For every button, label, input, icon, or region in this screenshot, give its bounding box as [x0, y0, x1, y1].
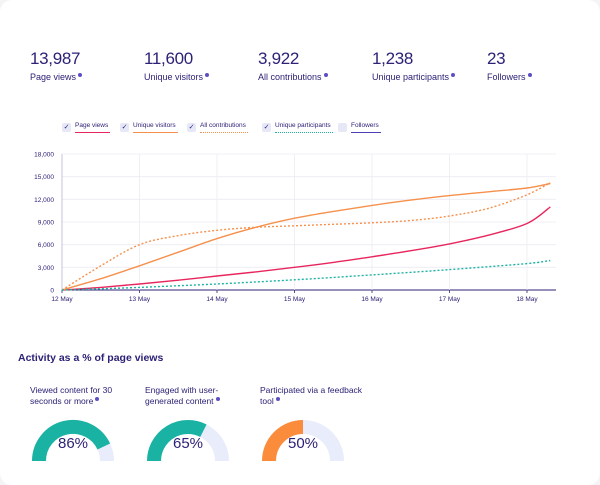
legend-label: All contributions	[200, 122, 246, 129]
gauge-fill	[31, 419, 111, 462]
series-line-unique-visitors	[61, 182, 551, 291]
gauge-percent: 86%	[57, 435, 89, 452]
checkbox[interactable]: ✓	[262, 123, 271, 132]
stat-followers: 23 Followers	[487, 50, 532, 82]
gauge-arc	[31, 419, 114, 462]
stat-value: 1,238	[372, 49, 414, 68]
stat-value: 3,922	[258, 49, 300, 68]
gauge-label: Viewed content for 30 seconds or more	[30, 385, 113, 406]
y-tick-label: 0	[50, 288, 54, 295]
gauge-viewed-content: Viewed content for 30 seconds or more 86…	[30, 385, 140, 462]
gauge-label: Engaged with user-generated content	[145, 385, 219, 406]
info-icon[interactable]	[275, 397, 280, 401]
legend-swatch	[75, 132, 111, 133]
gauge-fill	[262, 420, 304, 462]
legend-label: Followers	[351, 122, 379, 129]
info-icon[interactable]	[451, 73, 456, 77]
gauge-fill	[147, 420, 207, 462]
y-tick-label: 18,000	[34, 152, 54, 159]
stat-value: 23	[487, 49, 506, 68]
y-tick-label: 6,000	[38, 242, 55, 249]
info-icon[interactable]	[78, 73, 83, 77]
gauge-feedback-tool: Participated via a feedback tool 50%	[260, 385, 370, 462]
gauge-percent: 65%	[172, 435, 204, 452]
x-tick-label: 18 May	[516, 296, 538, 303]
legend-label: Unique visitors	[133, 122, 176, 129]
series-line-all-contributions	[61, 182, 551, 291]
stat-value: 13,987	[30, 49, 81, 68]
x-tick-label: 14 May	[206, 296, 228, 303]
checkbox[interactable]	[338, 123, 347, 132]
y-tick-label: 15,000	[34, 174, 54, 181]
gauge-arc	[147, 420, 229, 462]
gauge-arc	[262, 420, 344, 462]
gauge-engaged-ugc: Engaged with user-generated content 65%	[145, 385, 255, 462]
section-title: Activity as a % of page views	[18, 352, 164, 364]
x-tick-label: 13 May	[129, 296, 151, 303]
y-tick-label: 12,000	[34, 197, 54, 204]
y-tick-label: 3,000	[38, 265, 55, 272]
stat-label: Unique visitors	[144, 72, 204, 82]
stat-value: 11,600	[144, 49, 193, 68]
x-tick-label: 17 May	[439, 296, 461, 303]
x-tick-label: 16 May	[361, 296, 383, 303]
line-chart: 0 3,000 6,000 9,000 12,000 15,000 18,000 12 May…	[34, 152, 556, 303]
info-icon[interactable]	[95, 397, 100, 401]
legend-swatch	[200, 132, 248, 133]
series-line-unique-participants	[61, 259, 551, 291]
legend-swatch	[351, 132, 381, 133]
stat-label: All contributions	[258, 72, 322, 82]
checkbox[interactable]: ✓	[120, 123, 129, 132]
info-icon[interactable]	[323, 73, 328, 77]
stat-unique-participants: 1,238 Unique participants	[372, 49, 456, 82]
info-icon[interactable]	[205, 73, 210, 77]
gauge-percent: 50%	[287, 435, 319, 452]
info-icon[interactable]	[215, 397, 220, 401]
y-tick-label: 9,000	[38, 220, 55, 227]
legend-swatch	[275, 132, 333, 133]
legend-label: Unique participants	[275, 122, 331, 129]
info-icon[interactable]	[527, 73, 532, 77]
stat-page-views: 13,987 Page views	[30, 49, 83, 82]
stat-all-contributions: 3,922 All contributions	[258, 50, 328, 82]
checkbox[interactable]: ✓	[62, 123, 71, 132]
checkbox[interactable]: ✓	[187, 123, 196, 132]
gauge-label: Participated via a feedback tool	[260, 385, 363, 406]
x-tick-label: 15 May	[284, 296, 306, 303]
legend-label: Page views	[75, 122, 109, 129]
stat-label: Unique participants	[372, 72, 450, 82]
stat-label: Page views	[30, 72, 77, 82]
stat-label: Followers	[487, 72, 526, 82]
x-tick-label: 12 May	[51, 296, 73, 303]
stat-unique-visitors: 11,600 Unique visitors	[144, 49, 210, 82]
series-line-page-views	[61, 206, 551, 291]
legend-swatch	[133, 132, 178, 133]
